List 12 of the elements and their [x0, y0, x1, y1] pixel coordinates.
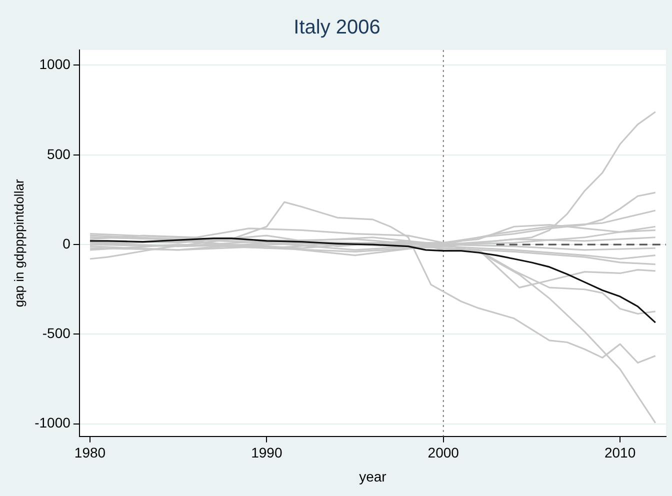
- x-tick-label: 2010: [604, 444, 636, 461]
- x-tick-label: 1990: [251, 444, 282, 461]
- y-tick-label: -1000: [34, 414, 71, 431]
- y-tick-label: 1000: [39, 56, 71, 72]
- x-axis-title: year: [359, 468, 387, 484]
- y-tick-label: -500: [42, 325, 71, 342]
- y-tick-label: 0: [62, 235, 71, 252]
- y-axis-title: gap in gdppppintdollar: [11, 178, 26, 308]
- chart-title: Italy 2006: [294, 16, 380, 39]
- y-tick-label: 500: [47, 146, 71, 162]
- x-tick-label: 1980: [74, 444, 106, 461]
- x-tick-label: 2000: [428, 444, 460, 461]
